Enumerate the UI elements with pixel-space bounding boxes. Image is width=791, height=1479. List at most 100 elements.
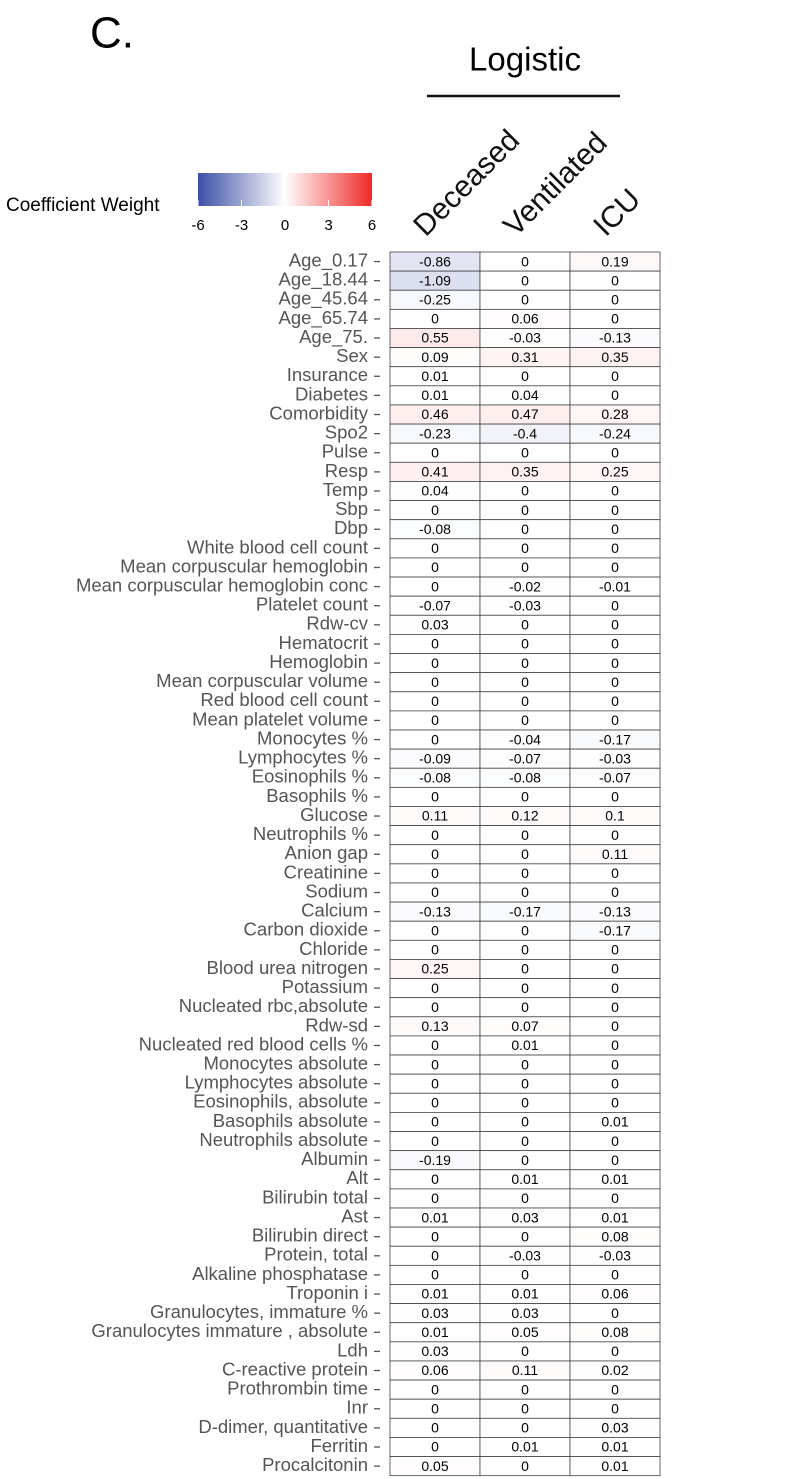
cell-value: 0	[521, 693, 529, 709]
cell-value: 0	[521, 1152, 529, 1168]
cell-value: 0.06	[601, 1286, 628, 1302]
cell-value: 0	[431, 1037, 439, 1053]
row-label: Eosinophils, absolute	[193, 1091, 368, 1112]
cell-value: -0.02	[509, 578, 541, 594]
cell-value: -0.19	[419, 1152, 451, 1168]
cell-value: 0	[521, 655, 529, 671]
cell-value: 0.11	[512, 1362, 538, 1378]
cell-value: 0	[521, 827, 529, 843]
row-label: Nucleated red blood cells %	[139, 1033, 368, 1054]
cell-value: 0	[431, 884, 439, 900]
cell-value: 0	[521, 1400, 529, 1416]
cell-value: -0.08	[419, 521, 451, 537]
cell-value: 0.03	[511, 1209, 538, 1225]
cell-value: 0	[431, 865, 439, 881]
cell-value: 0	[431, 1056, 439, 1072]
row-label: Neutrophils absolute	[199, 1129, 368, 1150]
cell-value: 0	[611, 483, 619, 499]
row-label: Alkaline phosphatase	[192, 1263, 368, 1284]
cell-value: 0	[431, 1075, 439, 1091]
cell-value: 0.01	[421, 1324, 448, 1340]
row-label: Age_65.74	[278, 307, 368, 329]
cell-value: 0.03	[421, 1343, 448, 1359]
cell-value: 0	[611, 1343, 619, 1359]
cell-value: 0	[521, 980, 529, 996]
row-label: Glucose	[300, 804, 368, 825]
cell-value: 0	[521, 1228, 529, 1244]
cell-value: 0	[521, 712, 529, 728]
cell-value: 0	[611, 999, 619, 1015]
cell-value: 0	[431, 1420, 439, 1436]
cell-value: 0.28	[601, 406, 628, 422]
cell-value: 0.01	[601, 1114, 628, 1130]
cell-value: 0	[611, 1133, 619, 1149]
row-label: Age_75.	[299, 326, 368, 348]
row-label: Potassium	[282, 976, 368, 997]
row-label: C-reactive protein	[222, 1358, 368, 1379]
cell-value: 0	[521, 1420, 529, 1436]
cell-value: 0	[431, 1400, 439, 1416]
cell-value: 0	[521, 272, 529, 288]
cell-value: 0	[431, 1133, 439, 1149]
cell-value: -0.03	[599, 750, 631, 766]
row-label: Troponin i	[286, 1282, 368, 1303]
cell-value: 0	[521, 368, 529, 384]
cell-value: 0	[521, 1267, 529, 1283]
cell-value: 0	[611, 617, 619, 633]
cell-value: 0	[611, 884, 619, 900]
cell-value: 0	[611, 368, 619, 384]
cell-value: 0	[431, 578, 439, 594]
cell-value: -0.01	[599, 578, 631, 594]
row-label: Temp	[323, 479, 368, 500]
cell-value: -0.03	[509, 330, 541, 346]
row-label: Granulocytes immature , absolute	[91, 1320, 368, 1341]
cell-value: 0.08	[601, 1228, 628, 1244]
cell-value: -0.08	[419, 770, 451, 786]
cell-value: 0	[521, 483, 529, 499]
colorbar-tick-label: 6	[368, 217, 376, 234]
cell-value: 0.06	[511, 311, 538, 327]
cell-value: 0.11	[422, 808, 448, 824]
cell-value: 0	[611, 1095, 619, 1111]
cell-value: 0	[611, 1305, 619, 1321]
cell-value: 0	[521, 961, 529, 977]
cell-value: 0	[611, 1267, 619, 1283]
cell-value: -0.17	[599, 731, 631, 747]
cell-value: 0	[521, 253, 529, 269]
cell-value: 0	[521, 559, 529, 575]
row-label: Eosinophils %	[252, 766, 368, 787]
cell-value: 0	[611, 693, 619, 709]
cell-value: 0	[611, 865, 619, 881]
cell-value: 0	[521, 1343, 529, 1359]
row-label: Basophils %	[266, 785, 368, 806]
cell-value: -0.03	[599, 1248, 631, 1264]
cell-value: -0.07	[419, 597, 451, 613]
row-label: Anion gap	[285, 842, 368, 863]
cell-value: 0	[611, 1400, 619, 1416]
cell-value: -0.07	[509, 750, 541, 766]
cell-value: 0	[431, 1267, 439, 1283]
cell-value: 0	[431, 980, 439, 996]
cell-value: 0	[611, 521, 619, 537]
cell-value: 0.02	[601, 1362, 628, 1378]
cell-value: 0	[521, 1056, 529, 1072]
row-label: Sex	[336, 345, 369, 366]
cell-value: 0	[431, 559, 439, 575]
cell-value: 0.01	[421, 368, 448, 384]
cell-value: 0	[611, 1037, 619, 1053]
row-label: Basophils absolute	[213, 1110, 368, 1131]
row-label: Sodium	[305, 880, 368, 901]
cell-value: -0.09	[419, 750, 451, 766]
cell-value: 0.01	[511, 1439, 538, 1455]
cell-value: 0	[431, 311, 439, 327]
cell-value: 0.01	[601, 1171, 628, 1187]
cell-value: 0.05	[511, 1324, 538, 1340]
row-label: Protein, total	[264, 1244, 368, 1265]
cell-value: 0	[431, 636, 439, 652]
row-label: Monocytes absolute	[203, 1052, 368, 1073]
cell-value: 0	[611, 942, 619, 958]
row-label: Resp	[325, 460, 368, 481]
cell-value: 0	[611, 559, 619, 575]
cell-value: -0.4	[513, 425, 537, 441]
cell-value: 0.03	[511, 1305, 538, 1321]
